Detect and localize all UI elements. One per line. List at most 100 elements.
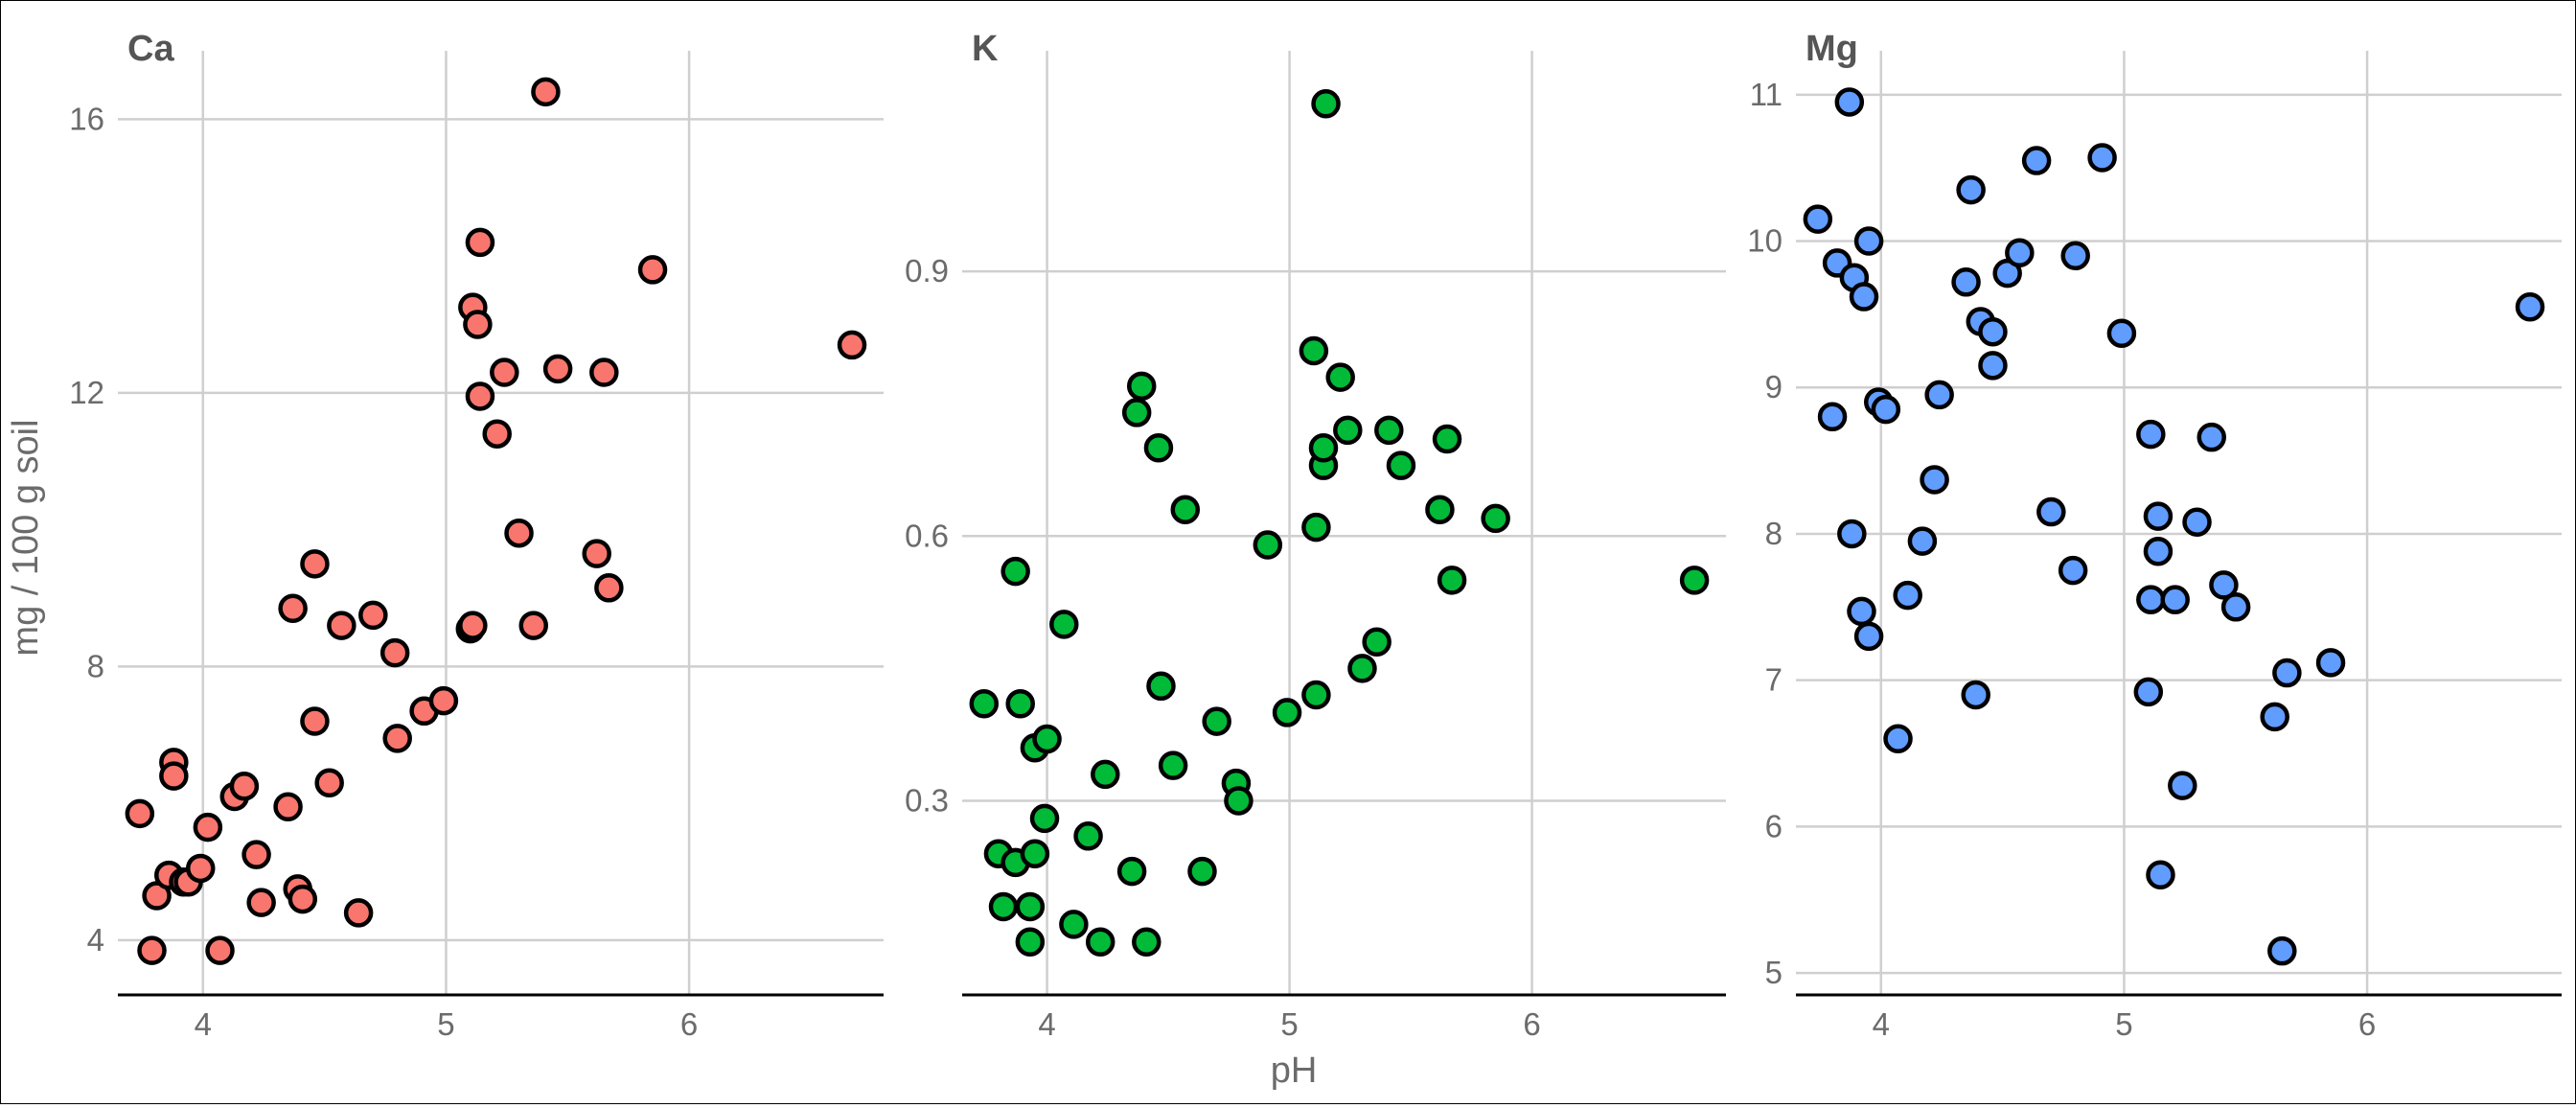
y-tick-label: 11 [1750,77,1782,112]
data-point [465,381,495,411]
data-point [1907,526,1938,556]
data-point [490,358,519,387]
data-point [1308,433,1339,463]
data-point [242,840,271,869]
x-tick-label: 5 [1280,1006,1298,1042]
panels: 4 5 6 4 8 12 16 Ca 4 5 6 0.3 0.6 0.9 K 4 5 6 5 6 7 8 9 10 11 Mg [69,29,2562,1042]
data-point [2005,238,2035,267]
y-tick-label: 8 [1765,516,1782,551]
data-point [1020,839,1050,868]
data-point [2182,507,2212,537]
data-point [193,812,223,843]
data-point [2146,860,2175,890]
data-point [1374,415,1404,446]
data-point [1951,267,1981,297]
data-point [1158,750,1188,780]
data-point [1849,282,1879,312]
data-point [2196,422,2226,452]
data-point [518,611,548,640]
data-point [314,768,344,797]
data-point [2133,677,2164,707]
data-point [125,798,155,829]
data-point [1978,316,2008,347]
data-point [1121,398,1152,427]
data-point [300,706,330,736]
data-point [2220,592,2251,622]
data-point [1299,335,1329,366]
x-tick-label: 4 [1873,1006,1890,1042]
x-tick-label: 4 [1038,1006,1055,1042]
data-point [1005,688,1035,719]
data-point [2168,771,2197,800]
data-point [1853,621,1884,652]
data-point [2143,501,2174,531]
data-point [1143,433,1174,463]
data-point [1920,465,1949,495]
data-point [1015,891,1046,922]
data-point [1301,680,1331,710]
data-point [1834,87,1865,117]
y-tick-label: 9 [1765,369,1782,404]
data-point [1000,556,1030,587]
data-point [2260,702,2289,732]
data-point [1032,724,1062,754]
data-point [1924,380,1954,410]
data-point [1425,495,1455,524]
y-tick-label: 0.6 [905,518,949,553]
y-tick-label: 10 [1747,223,1782,259]
data-point [1202,706,1231,736]
data-point [463,310,493,339]
data-point [1362,627,1392,658]
data-point [1187,856,1217,887]
data-point [1325,362,1355,392]
data-point [358,600,388,631]
data-point [988,891,1019,922]
data-point [382,724,412,753]
x-tick-label: 4 [195,1006,212,1042]
data-point [2209,570,2239,600]
data-point [1803,204,1833,234]
data-point [159,761,189,791]
data-point [589,358,619,387]
facet-title: Ca [127,29,174,69]
y-tick-label: 5 [1765,955,1782,990]
data-point [1437,566,1467,595]
y-tick-label: 16 [69,101,104,136]
data-point [1170,495,1201,524]
data-point [343,898,374,928]
data-point [504,518,534,548]
data-point [2136,419,2166,450]
data-point [2515,291,2545,322]
data-point [1893,580,1922,611]
data-point [2143,537,2174,566]
data-point [1073,821,1103,851]
x-tick-label: 5 [2115,1006,2132,1042]
facet-title: Mg [1806,29,1858,69]
data-point [594,573,624,603]
data-point [2136,585,2166,614]
data-point [1311,88,1341,119]
panel-k: 4 5 6 0.3 0.6 0.9 K [905,29,1726,1042]
y-axis-title: mg / 100 g soil [6,419,46,656]
data-point [1059,910,1089,939]
data-point [2267,935,2297,966]
data-point [969,688,1000,719]
x-tick-label: 6 [1523,1006,1540,1042]
data-point [531,77,561,107]
data-point [1272,698,1302,727]
facet-title: K [972,29,999,69]
data-point [1224,786,1254,816]
data-point [1085,927,1116,958]
data-point [185,853,216,884]
data-point [1978,351,2008,381]
y-tick-label: 0.9 [905,253,949,289]
data-point [1432,424,1462,454]
data-point [1347,654,1377,683]
data-point [1853,226,1884,256]
data-point [1146,671,1176,702]
data-point [1871,394,1901,425]
y-tick-label: 4 [87,922,104,958]
panel-mg: 4 5 6 5 6 7 8 9 10 11 Mg [1747,29,2562,1042]
data-point [582,539,611,568]
